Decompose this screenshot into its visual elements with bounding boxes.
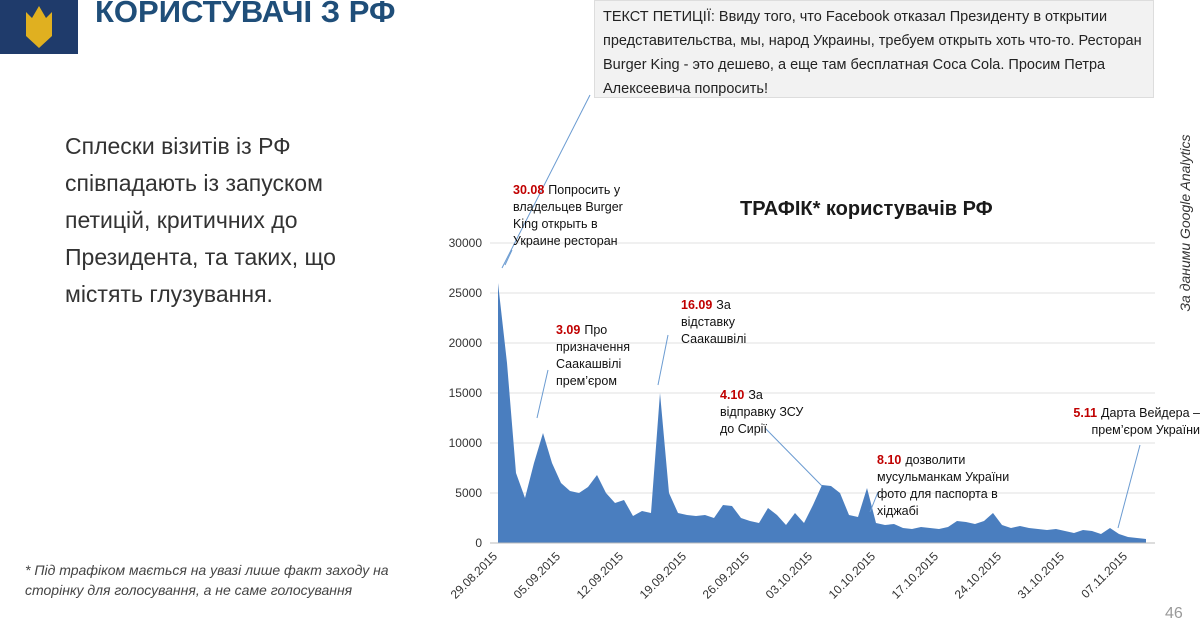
annotation-date: 5.11 <box>1073 406 1098 420</box>
slide-title: КОРИСТУВАЧІ З РФ <box>95 0 396 29</box>
annotation: 5.11 Дарта Вейдера – прем’єром України <box>1055 405 1200 439</box>
x-tick-label: 05.09.2015 <box>511 549 564 602</box>
x-tick-label: 29.08.2015 <box>448 549 501 602</box>
annotation-text: За відправку ЗСУ до Сирії <box>720 388 804 436</box>
annotation-date: 3.09 <box>556 323 581 337</box>
x-tick-label: 26.09.2015 <box>700 549 753 602</box>
leader-line <box>501 94 591 269</box>
leader-line <box>657 334 669 386</box>
area <box>498 283 1146 543</box>
leader-line <box>1117 444 1141 529</box>
annotation-date: 4.10 <box>720 388 745 402</box>
x-tick-label: 17.10.2015 <box>889 549 942 602</box>
annotation: 8.10 дозволити мусульманкам України фото … <box>877 452 1037 520</box>
annotation-text: Про призначення Саакашвілі прем’єром <box>556 323 631 388</box>
x-tick-label: 12.09.2015 <box>574 549 627 602</box>
y-tick-label: 20000 <box>449 336 483 350</box>
annotation-date: 30.08 <box>513 183 545 197</box>
annotation-text: Дарта Вейдера – прем’єром України <box>1091 406 1200 437</box>
annotation: 30.08 Попросить у владельцев Burger King … <box>513 182 643 250</box>
annotation: 4.10 За відправку ЗСУ до Сирії <box>720 387 812 438</box>
x-tick-label: 19.09.2015 <box>637 549 690 602</box>
y-tick-label: 25000 <box>449 286 483 300</box>
source-note: За даними Google Analytics <box>1177 134 1193 312</box>
annotation-text: За відставку Саакашвілі <box>681 298 747 346</box>
leader-line <box>764 427 823 487</box>
petition-box: ТЕКСТ ПЕТИЦІЇ: Ввиду того, что Facebook … <box>594 0 1154 98</box>
footnote: * Під трафіком мається на увазі лише фак… <box>25 562 389 598</box>
leader-line <box>869 491 879 513</box>
annotation: 3.09 Про призначення Саакашвілі прем’єром <box>556 322 648 390</box>
x-tick-label: 07.11.2015 <box>1078 549 1130 601</box>
y-tick-label: 30000 <box>449 236 483 250</box>
leader-line <box>504 249 513 266</box>
chart-title: ТРАФІК* користувачів РФ <box>740 198 993 220</box>
annotation-text: Попросить у владельцев Burger King откры… <box>513 183 623 248</box>
annotation: 16.09 За відставку Саакашвілі <box>681 297 761 348</box>
logo-trident <box>26 6 52 48</box>
y-tick-label: 5000 <box>455 486 482 500</box>
y-tick-label: 15000 <box>449 386 483 400</box>
x-tick-label: 03.10.2015 <box>763 549 816 602</box>
leader-line <box>536 369 549 419</box>
lead-text: Сплески візитів із РФ співпадають із зап… <box>65 133 336 307</box>
x-tick-label: 24.10.2015 <box>952 549 1005 602</box>
y-tick-label: 0 <box>475 536 482 550</box>
annotation-text: дозволити мусульманкам України фото для … <box>877 453 1010 518</box>
y-tick-label: 10000 <box>449 436 483 450</box>
x-tick-label: 10.10.2015 <box>826 549 879 602</box>
x-tick-label: 31.10.2015 <box>1015 549 1068 602</box>
page-number: 46 <box>1165 605 1183 622</box>
annotation-date: 16.09 <box>681 298 713 312</box>
annotation-date: 8.10 <box>877 453 902 467</box>
